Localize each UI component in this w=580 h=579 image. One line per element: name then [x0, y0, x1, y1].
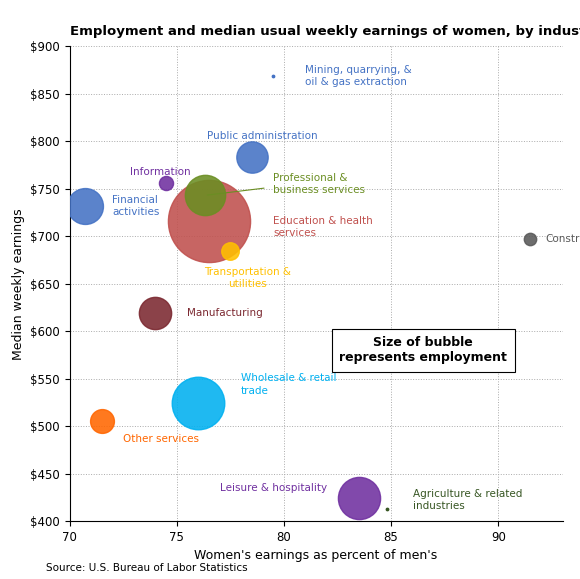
Point	[226, 247, 235, 256]
Y-axis label: Median weekly earnings: Median weekly earnings	[12, 208, 24, 360]
Text: Public administration: Public administration	[207, 131, 318, 141]
Point	[354, 494, 364, 503]
Point	[526, 234, 535, 244]
Point	[97, 417, 106, 426]
Text: Source: U.S. Bureau of Labor Statistics: Source: U.S. Bureau of Labor Statistics	[46, 563, 248, 573]
Point	[269, 71, 278, 80]
Point	[382, 504, 392, 514]
Text: Information: Information	[129, 167, 190, 177]
Point	[204, 217, 213, 226]
Text: Mining, quarrying, &
oil & gas extraction: Mining, quarrying, & oil & gas extractio…	[306, 64, 412, 87]
Point	[200, 190, 209, 200]
Text: Employment and median usual weekly earnings of women, by industry, 2009: Employment and median usual weekly earni…	[70, 25, 580, 38]
Text: Agriculture & related
industries: Agriculture & related industries	[412, 489, 522, 511]
Point	[194, 399, 203, 408]
Text: Other services: Other services	[123, 434, 199, 444]
Text: Size of bubble
represents employment: Size of bubble represents employment	[339, 336, 508, 364]
Text: Financial
activities: Financial activities	[113, 195, 160, 217]
Text: Education & health
services: Education & health services	[273, 215, 373, 238]
Point	[161, 178, 171, 188]
Text: Wholesale & retail
trade: Wholesale & retail trade	[241, 373, 336, 396]
Text: Construction: Construction	[545, 234, 580, 244]
Text: Transportation &
utilities: Transportation & utilities	[204, 266, 291, 289]
X-axis label: Women's earnings as percent of men's: Women's earnings as percent of men's	[194, 549, 438, 562]
Point	[247, 153, 256, 162]
Text: Leisure & hospitality: Leisure & hospitality	[220, 483, 327, 493]
Point	[151, 309, 160, 318]
Point	[80, 201, 89, 211]
Text: Manufacturing: Manufacturing	[187, 308, 263, 318]
Text: Professional &
business services: Professional & business services	[273, 173, 365, 195]
